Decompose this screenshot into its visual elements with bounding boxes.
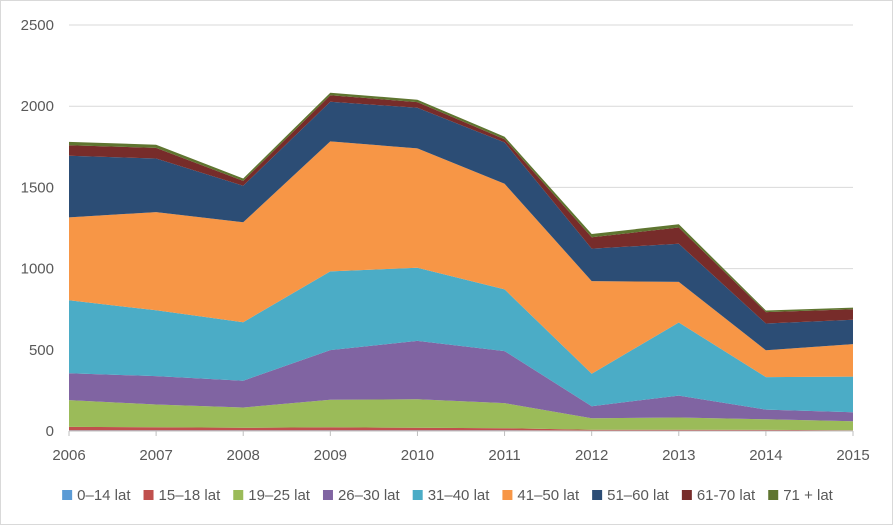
y-tick-label: 1000 (21, 261, 54, 278)
y-tick-label: 2500 (21, 17, 54, 34)
series-area-4 (69, 267, 853, 413)
x-tick-label: 2006 (52, 447, 85, 464)
legend-swatch (62, 490, 73, 500)
legend-label: 15–18 lat (159, 487, 222, 504)
x-tick-label: 2007 (139, 447, 172, 464)
legend-label: 19–25 lat (248, 487, 311, 504)
y-tick-label: 2000 (21, 98, 54, 115)
legend-label: 51–60 lat (607, 487, 670, 504)
series-area-3 (69, 340, 853, 422)
x-tick-label: 2014 (749, 447, 782, 464)
y-tick-label: 500 (29, 342, 54, 359)
legend-swatch (502, 490, 513, 500)
x-tick-label: 2010 (401, 447, 434, 464)
legend-swatch (412, 490, 423, 500)
legend-swatch (322, 490, 333, 500)
x-tick-label: 2008 (227, 447, 260, 464)
axes: 0 500 1000 1500 2000 2500 2006 2007 2008 2009 2010… (21, 17, 870, 464)
legend-label: 71 + lat (783, 487, 833, 504)
series-area-2 (69, 399, 853, 431)
legend-swatch (143, 490, 154, 500)
legend: 0–14 lat 15–18 lat 19–25 lat 26–30 lat 31–40… (62, 487, 834, 504)
legend-swatch (233, 490, 244, 500)
y-tick-label: 0 (46, 423, 54, 440)
legend-label: 0–14 lat (77, 487, 131, 504)
series-area-6 (69, 101, 853, 351)
series-area-5 (69, 141, 853, 378)
x-tick-label: 2011 (488, 447, 520, 464)
y-tick-label: 1500 (21, 179, 54, 196)
legend-swatch (592, 490, 603, 500)
series-area-1 (69, 426, 853, 431)
legend-label: 61-70 lat (697, 487, 756, 504)
x-tick-label: 2015 (836, 447, 869, 464)
x-tick-label: 2013 (662, 447, 695, 464)
legend-swatch (681, 490, 692, 500)
x-tick-label: 2009 (314, 447, 347, 464)
series-areas (69, 92, 853, 431)
legend-label: 31–40 lat (428, 487, 491, 504)
legend-label: 26–30 lat (338, 487, 401, 504)
x-tick-label: 2012 (575, 447, 608, 464)
legend-label: 41–50 lat (517, 487, 580, 504)
legend-swatch (768, 490, 779, 500)
